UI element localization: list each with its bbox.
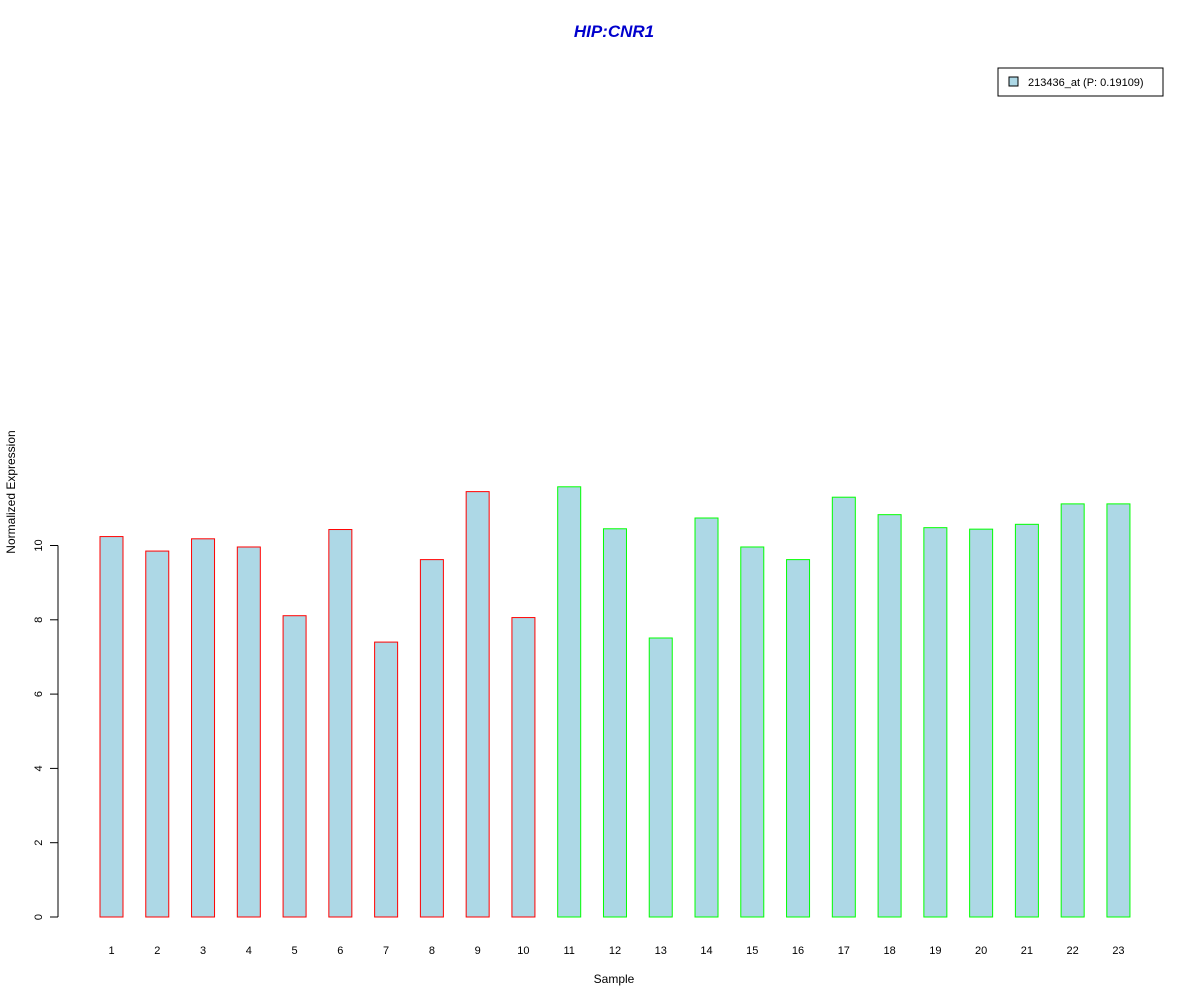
bar-sample-8 [419,559,444,918]
x-axis-ticks: 1 2 3 4 5 6 7 8 9 10 11 12 13 14 15 16 17 18 19 20 21 22 23 [108,945,1124,957]
x-tick-label: 11 [563,945,574,957]
x-tick-label: 10 [517,945,529,957]
bar-sample-17 [831,496,856,918]
x-tick-label: 18 [883,945,895,957]
bar-sample-7 [374,641,399,918]
bar-sample-15 [740,546,765,918]
bar-sample-5 [282,615,307,918]
chart-title: HIP:CNR1 [574,22,654,41]
x-tick-label: 13 [655,945,667,957]
y-tick-label: 2 [33,840,45,846]
x-tick-label: 17 [838,945,850,957]
bar-sample-1 [99,536,124,918]
y-axis-label: Normalized Expression [4,430,18,553]
bar-sample-4 [236,546,261,918]
x-axis-label: Sample [594,972,635,986]
x-tick-label: 23 [1112,945,1124,957]
bars [99,486,1131,918]
x-tick-label: 1 [108,945,114,957]
bar-sample-20 [969,528,994,918]
bar-sample-13 [648,637,673,918]
legend-box [997,67,1164,97]
x-tick-label: 22 [1067,945,1079,957]
x-tick-label: 14 [700,945,712,957]
x-tick-label: 20 [975,945,987,957]
bar-sample-16 [786,559,811,918]
x-tick-label: 5 [292,945,298,957]
y-axis: 0 2 4 6 8 10 [33,539,59,920]
x-tick-label: 12 [609,945,621,957]
bar-sample-2 [145,550,170,918]
bar-sample-18 [877,514,902,918]
x-tick-label: 8 [429,945,435,957]
bar-sample-10 [511,617,536,918]
x-tick-label: 7 [383,945,389,957]
bar-sample-19 [923,527,948,918]
bar-sample-9 [465,491,490,918]
x-tick-label: 15 [746,945,758,957]
legend-label: 213436_at (P: 0.19109) [1028,77,1144,89]
y-tick-label: 4 [33,765,45,771]
x-tick-label: 9 [475,945,481,957]
x-tick-label: 2 [154,945,160,957]
bar-sample-14 [694,517,719,918]
legend-swatch [1008,76,1019,87]
bar-sample-21 [1014,523,1039,918]
bar-sample-12 [602,528,627,918]
x-tick-label: 19 [929,945,941,957]
x-tick-label: 16 [792,945,804,957]
bar-sample-11 [557,486,582,918]
legend: 213436_at (P: 0.19109) [997,67,1164,97]
y-tick-label: 0 [33,914,45,920]
x-tick-label: 21 [1021,945,1033,957]
bar-sample-6 [328,529,353,918]
x-tick-label: 4 [246,945,252,957]
x-tick-label: 6 [337,945,343,957]
bar-sample-23 [1106,503,1131,918]
y-tick-label: 6 [33,691,45,697]
y-tick-label: 8 [33,617,45,623]
bar-sample-3 [191,538,216,918]
y-tick-label: 10 [33,539,45,551]
bar-sample-22 [1060,503,1085,918]
x-tick-label: 3 [200,945,206,957]
